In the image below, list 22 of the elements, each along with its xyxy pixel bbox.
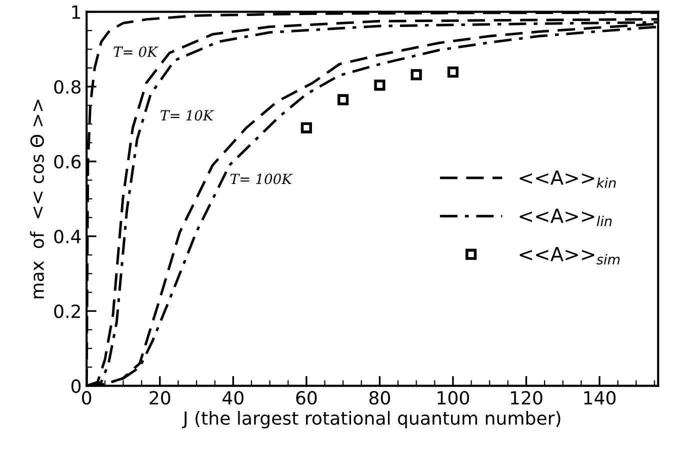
x-tick-label: 120	[510, 391, 542, 405]
y-tick-label: 0.4	[54, 230, 81, 244]
annotation: T= 10K	[160, 110, 214, 121]
y-tick-label: 0.2	[54, 304, 80, 318]
annotation: T= 0K	[114, 46, 158, 57]
x-tick-label: 100	[438, 391, 469, 405]
legend-label: <<A>>$_{lin}$	[520, 208, 612, 226]
x-tick-label: 140	[584, 391, 616, 405]
y-tick-label: 0	[71, 379, 81, 393]
y-axis-title: max of << cos Θ >>	[30, 100, 44, 298]
x-tick-label: 0	[82, 391, 92, 405]
x-tick-label: 20	[150, 391, 170, 405]
annotation: T= 100K	[230, 174, 293, 184]
x-tick-label: 80	[369, 391, 390, 405]
legend-label: <<A>>$_{sim}$	[520, 246, 620, 265]
y-tick-label: 0.8	[54, 80, 81, 94]
y-tick-label: 1	[72, 6, 80, 19]
y-tick-label: 0.6	[54, 154, 81, 169]
x-tick-label: 40	[222, 391, 244, 405]
x-tick-label: 60	[296, 391, 317, 405]
legend-label: <<A>>$_{kin}$	[520, 170, 616, 188]
x-axis-title: J (the largest rotational quantum number)	[182, 410, 560, 428]
